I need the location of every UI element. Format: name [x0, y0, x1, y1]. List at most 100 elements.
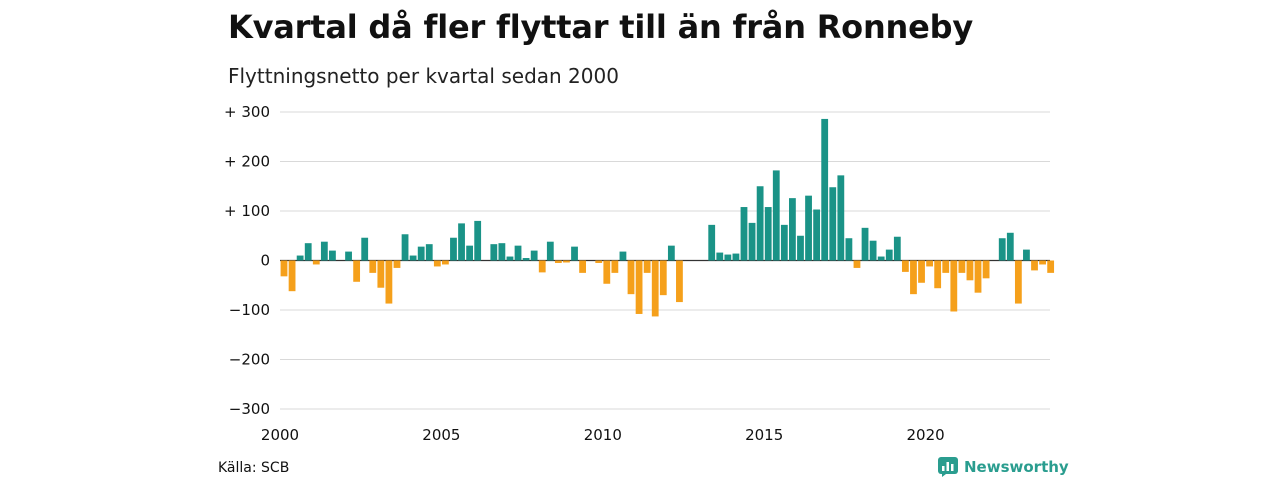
bar — [296, 255, 304, 261]
bar — [442, 260, 449, 265]
bar — [409, 255, 417, 261]
bar — [1006, 232, 1014, 261]
bar — [458, 223, 465, 261]
bar — [563, 260, 570, 263]
bar — [797, 235, 804, 261]
bar — [433, 260, 441, 267]
bar — [829, 187, 837, 261]
bar — [934, 260, 942, 289]
bar — [748, 222, 756, 261]
bar — [1023, 249, 1030, 261]
bar — [530, 250, 538, 261]
bar — [732, 253, 740, 261]
chart-subtitle: Flyttningsnetto per kvartal sedan 2000 — [228, 64, 619, 88]
bar — [450, 237, 457, 261]
bar — [772, 170, 780, 261]
bar — [724, 254, 732, 261]
bar — [490, 244, 498, 261]
bar — [329, 250, 336, 261]
bar — [780, 224, 788, 261]
bar — [554, 260, 562, 263]
bar — [958, 260, 966, 273]
bar — [474, 220, 482, 261]
bar — [514, 245, 522, 261]
bar — [385, 260, 393, 304]
bar — [966, 260, 974, 281]
brand-logo: Newsworthy — [938, 457, 1069, 477]
bar — [853, 260, 861, 268]
bar — [708, 224, 716, 261]
bar — [869, 240, 877, 261]
bar — [651, 260, 659, 317]
x-tick-label: 2015 — [745, 426, 783, 444]
bar — [369, 260, 377, 273]
bar — [603, 260, 611, 284]
bar — [813, 209, 821, 261]
x-tick-label: 2010 — [584, 426, 622, 444]
y-tick-label: + 100 — [224, 202, 270, 220]
x-tick-label: 2000 — [261, 426, 299, 444]
bar — [756, 186, 764, 261]
bar — [950, 260, 958, 312]
bar — [740, 207, 748, 261]
bar — [417, 246, 425, 261]
bar — [918, 260, 925, 283]
bar — [546, 241, 554, 261]
bar — [1014, 260, 1022, 304]
source-label: Källa: SCB — [218, 460, 290, 476]
bar — [595, 260, 603, 263]
x-tick-label: 2005 — [422, 426, 460, 444]
y-tick-label: −100 — [229, 301, 270, 319]
bar — [425, 244, 433, 261]
bar — [635, 260, 643, 314]
bar — [579, 260, 586, 273]
bar — [789, 198, 796, 261]
bar — [716, 252, 724, 261]
bar — [538, 260, 546, 273]
bar — [280, 260, 288, 277]
y-tick-label: −200 — [229, 351, 270, 369]
bar — [643, 260, 651, 273]
bar — [393, 260, 401, 268]
bar-chart-icon — [938, 457, 958, 477]
bar — [498, 243, 506, 261]
bar — [611, 260, 619, 273]
bar — [837, 175, 845, 261]
bar — [345, 251, 352, 261]
bar — [676, 260, 683, 303]
bar — [877, 256, 885, 261]
y-tick-label: + 200 — [224, 153, 270, 171]
bar — [466, 245, 474, 261]
y-tick-label: −300 — [229, 400, 270, 418]
bar — [893, 236, 901, 261]
bar — [926, 260, 933, 267]
bar — [377, 260, 385, 288]
bar — [845, 238, 853, 261]
bar — [982, 260, 990, 279]
bar — [885, 249, 893, 261]
bar — [522, 258, 530, 261]
bar — [619, 251, 627, 261]
bar — [320, 241, 328, 261]
bar — [288, 260, 296, 292]
bar — [974, 260, 982, 293]
bar — [571, 246, 578, 261]
bar — [1039, 260, 1046, 265]
bar — [901, 260, 909, 272]
bar — [361, 237, 369, 261]
bar — [304, 243, 312, 261]
bar — [821, 118, 829, 261]
x-tick-label: 2020 — [907, 426, 945, 444]
bar — [910, 260, 917, 295]
chart-title: Kvartal då fler flyttar till än från Ron… — [228, 8, 973, 46]
bar — [667, 245, 675, 261]
bar — [401, 234, 409, 261]
bar — [942, 260, 950, 273]
bar — [312, 260, 320, 265]
bar — [659, 260, 667, 296]
bar — [998, 238, 1006, 261]
bar — [805, 195, 812, 261]
bar — [353, 260, 361, 282]
y-tick-label: 0 — [260, 252, 270, 270]
